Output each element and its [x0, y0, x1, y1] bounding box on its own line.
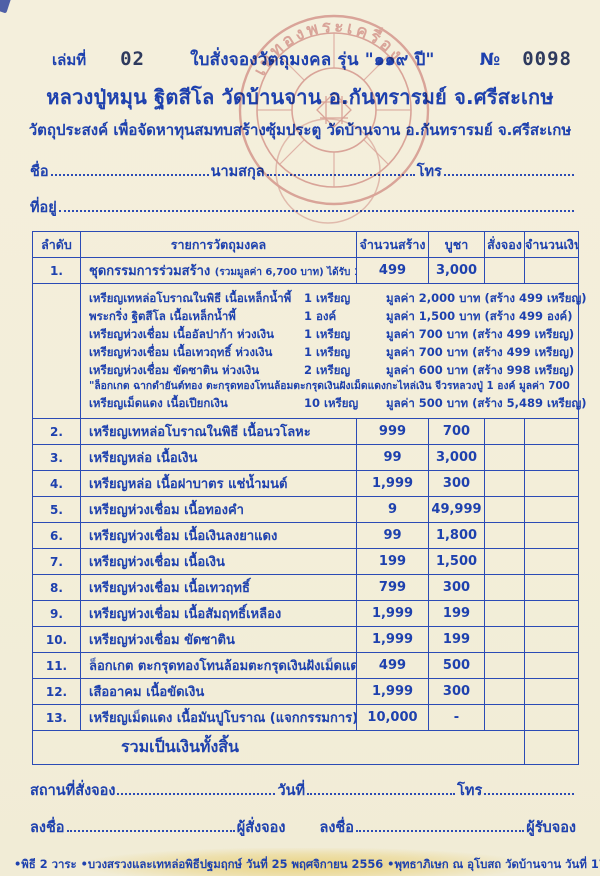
yellow-smudge [90, 848, 520, 876]
address-field-row: ที่อยู่ [30, 196, 576, 219]
form-title: ใบสั่งจองวัตถุมงคล รุ่น "๑๑๙ ปี" [190, 50, 435, 70]
order-qty-cell[interactable] [484, 704, 525, 731]
table-row: 6. เหรียญห่วงเชื่อม เนื้อเงินลงยาแดง 99 1,8… [32, 522, 579, 549]
orderer-label: ผู้สั่งจอง [236, 820, 286, 836]
pen-mark [0, 0, 12, 14]
item-name: ชุดกรรมการร่วมสร้าง [89, 264, 211, 279]
set-item: เหรียญเทหล่อโบราณในพิธี เนื้อเหล็กน้ำพี้… [89, 291, 587, 305]
amount-cell[interactable] [524, 574, 579, 601]
table-row: 3. เหรียญหล่อ เนื้อเงิน 99 3,000 [32, 444, 579, 471]
surname-input-line[interactable] [266, 163, 415, 176]
order-qty-cell[interactable] [484, 600, 525, 627]
order-qty-cell[interactable] [484, 548, 525, 575]
order-qty-cell[interactable] [484, 574, 525, 601]
table-row: 7. เหรียญห่วงเชื่อม เนื้อเงิน 199 1,500 [32, 548, 579, 575]
set-detail-row: เหรียญเทหล่อโบราณในพิธี เนื้อเหล็กน้ำพี้… [32, 283, 587, 419]
receiver-signature-line[interactable] [355, 819, 525, 832]
amount-cell[interactable] [524, 626, 579, 653]
book-no-value: 02 [120, 48, 145, 70]
price-value: 3,000 [428, 257, 485, 284]
place-label: สถานที่สั่งจอง [30, 783, 116, 799]
set-item: เหรียญห่วงเชื่อม เนื้ออัลปาก้า ห่วงเงิน 1… [89, 327, 575, 341]
col-header-order: สั่งจอง [484, 231, 525, 258]
col-header-item: รายการวัตถุมงคล [80, 231, 357, 258]
set-item: เหรียญห่วงเชื่อม เนื้อเทวฤทธิ์ ห่วงเงิน 1… [89, 345, 575, 359]
no-symbol: № [479, 50, 501, 70]
col-header-price: บูชา [428, 231, 485, 258]
table-row: 10. เหรียญห่วงเชื่อม ขัดซาติน 1,999 199 [32, 626, 579, 653]
order-qty-cell[interactable] [484, 522, 525, 549]
phone2-input-line[interactable] [484, 782, 574, 795]
book-no-label: เล่มที่ [52, 51, 87, 69]
table-row-1: 1. ชุดกรรมการร่วมสร้าง (รวมมูลค่า 6,700 … [32, 257, 579, 284]
amount-cell[interactable] [524, 470, 579, 497]
col-header-index: ลำดับ [32, 231, 81, 258]
set-item: เหรียญห่วงเชื่อม ขัดซาติน ห่วงเงิน 2 เหรี… [89, 363, 575, 377]
amount-cell[interactable] [524, 496, 579, 523]
set-note: "ล็อกเกต ฉากดำยันต์ทอง ตะกรุดทองโทนล้อมต… [89, 380, 572, 392]
order-qty-cell[interactable] [484, 257, 525, 284]
order-qty-cell[interactable] [484, 470, 525, 497]
temple-title: หลวงปู่หมุน ฐิตสีโล วัดบ้านจาน อ.กันทราร… [46, 85, 554, 109]
total-row: รวมเป็นเงินทั้งสิ้น [32, 730, 579, 765]
receiver-label: ผู้รับจอง [526, 820, 576, 836]
running-no-value: 0098 [522, 48, 572, 70]
order-table: ลำดับ รายการวัตถุมงคล จำนวนสร้าง บูชา สั… [32, 231, 587, 765]
order-qty-cell[interactable] [484, 626, 525, 653]
table-row: 4. เหรียญหล่อ เนื้อฝาบาตร แช่น้ำมนต์ 1,999… [32, 470, 579, 497]
sign2-label: ลงชื่อ [319, 820, 354, 836]
order-qty-cell[interactable] [484, 678, 525, 705]
sign-label: ลงชื่อ [30, 820, 65, 836]
table-row: 12. เสืออาคม เนื้อขัดเงิน 1,999 300 [32, 678, 579, 705]
orderer-signature-line[interactable] [66, 819, 235, 832]
order-qty-cell[interactable] [484, 496, 525, 523]
name-label: ชื่อ [30, 164, 49, 180]
address-label: ที่อยู่ [30, 200, 57, 216]
table-row: 5. เหรียญห่วงเชื่อม เนื้อทองคำ 9 49,999 [32, 496, 579, 523]
address-input-line[interactable] [58, 199, 574, 212]
date-input-line[interactable] [307, 782, 456, 795]
footer-notes: •พิธี 2 วาระ •บวงสรวงและเทหล่อพิธีปฐมฤกษ… [14, 853, 600, 876]
amount-cell[interactable] [524, 257, 579, 284]
date-label: วันที่ [277, 783, 306, 799]
item-suffix: (รวมมูลค่า 6,700 บาท) ได้รับ 17 เหรียญ [214, 267, 356, 278]
footer-line-1: •พิธี 2 วาระ •บวงสรวงและเทหล่อพิธีปฐมฤกษ… [14, 857, 600, 871]
order-qty-cell[interactable] [484, 652, 525, 679]
col-header-made: จำนวนสร้าง [356, 231, 429, 258]
col-header-amount: จำนวนเงิน [524, 231, 579, 258]
total-amount-cell[interactable] [524, 730, 579, 765]
name-input-line[interactable] [50, 163, 209, 176]
place-field-row: สถานที่สั่งจอง วันที่ โทร [30, 779, 576, 802]
phone2-label: โทร [457, 783, 483, 799]
amount-cell[interactable] [524, 444, 579, 471]
table-row: 8. เหรียญห่วงเชื่อม เนื้อเทวฤทธิ์ 799 300 [32, 574, 579, 601]
name-field-row: ชื่อ นามสกุล โทร [30, 160, 576, 183]
table-row: 9. เหรียญห่วงเชื่อม เนื้อสัมฤทธิ์เหลือง 1,… [32, 600, 579, 627]
table-row: 11. ล็อกเกต ตะกรุดทองโทนล้อมตะกรุดเงินฝัง… [32, 652, 579, 679]
signature-row: ลงชื่อ ผู้สั่งจอง ลงชื่อ ผู้รับจอง [30, 816, 576, 839]
header-row: เล่มที่ 02 ใบสั่งจองวัตถุมงคล รุ่น "๑๑๙ … [52, 46, 572, 73]
amount-cell[interactable] [524, 600, 579, 627]
amount-cell[interactable] [524, 704, 579, 731]
made-count: 499 [356, 257, 429, 284]
table-header-row: ลำดับ รายการวัตถุมงคล จำนวนสร้าง บูชา สั… [32, 231, 579, 258]
amount-cell[interactable] [524, 678, 579, 705]
place-input-line[interactable] [117, 782, 276, 795]
order-qty-cell[interactable] [484, 418, 525, 445]
amount-cell[interactable] [524, 418, 579, 445]
amount-cell[interactable] [524, 652, 579, 679]
amount-cell[interactable] [524, 548, 579, 575]
order-qty-cell[interactable] [484, 444, 525, 471]
table-row: 13. เหรียญเม็ดแดง เนื้อมันปูโบราณ (แจกกรร… [32, 704, 579, 731]
table-row: 2. เหรียญเทหล่อโบราณในพิธี เนื้อนวโลหะ 999… [32, 418, 579, 445]
amount-cell[interactable] [524, 522, 579, 549]
surname-label: นามสกุล [210, 164, 265, 180]
phone-input-line[interactable] [443, 163, 574, 176]
set-item: เหรียญเม็ดแดง เนื้อเปียกเงิน 10 เหรียญ มูล… [89, 396, 587, 410]
purpose-line: วัตถุประสงค์ เพื่อจัดหาทุนสมทบสร้างซุ้มป… [28, 121, 572, 139]
set-item: พระกริ่ง ฐิตสีโล เนื้อเหล็กน้ำพี้ 1 องค์ม… [89, 309, 573, 323]
phone-label: โทร [416, 164, 442, 180]
total-label: รวมเป็นเงินทั้งสิ้น [121, 737, 239, 756]
